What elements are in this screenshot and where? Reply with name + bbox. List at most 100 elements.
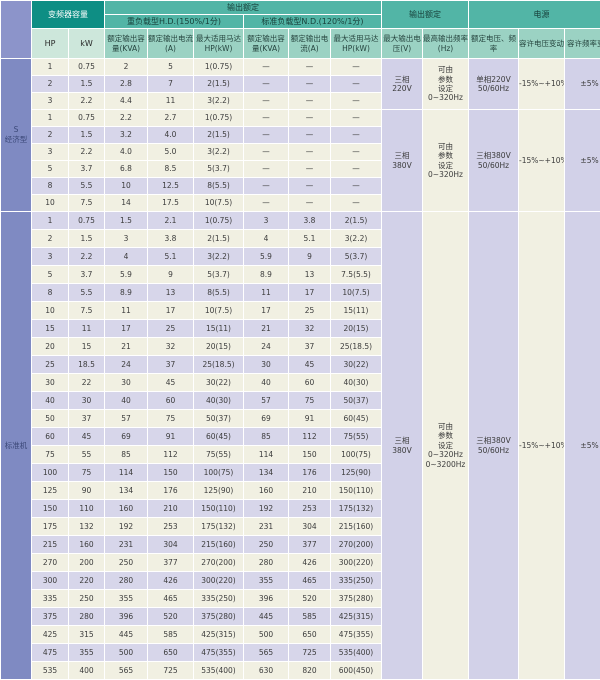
spec-value-cell: 176 <box>148 482 193 499</box>
spec-value-cell: 650 <box>148 644 193 661</box>
spec-value-cell: 3(2.2) <box>331 230 381 247</box>
spec-value-cell: 55 <box>69 446 104 463</box>
spec-value-cell: 15 <box>69 338 104 355</box>
spec-value-cell: 465 <box>289 572 330 589</box>
spec-value-cell: 50(37) <box>331 392 381 409</box>
table-row: 25 18.5 24 37 25(18.5) 30 45 30(22) <box>1 356 600 373</box>
spec-value-cell: 1(0.75) <box>194 59 243 75</box>
spec-value-cell: 100(75) <box>194 464 243 481</box>
spec-value-cell: 355 <box>244 572 288 589</box>
spec-value-cell: — <box>244 59 288 75</box>
spec-value-cell: 565 <box>244 644 288 661</box>
spec-value-cell: 426 <box>289 554 330 571</box>
table-row: 75 55 85 112 75(55) 114 150 100(75) <box>1 446 600 463</box>
spec-value-cell: 6.8 <box>105 161 147 177</box>
spec-value-cell: 3 <box>32 93 68 109</box>
spec-value-cell: 17 <box>148 302 193 319</box>
spec-value-cell: 125(90) <box>331 464 381 481</box>
spec-value-cell: 21 <box>105 338 147 355</box>
spec-value-cell: 4 <box>244 230 288 247</box>
spec-value-cell: 535(400) <box>194 662 243 679</box>
spec-value-cell: 650 <box>289 626 330 643</box>
table-header: 变频器容量 输出额定 输出额定 电源 重负载型H.D.(150%/1分) 标准负… <box>1 1 600 58</box>
table-row: 3 2.2 4 5.1 3(2.2) 5.9 9 5(3.7) <box>1 248 600 265</box>
spec-value-cell: 175(132) <box>331 500 381 517</box>
spec-value-cell: 150 <box>148 464 193 481</box>
spec-value-cell: 75 <box>32 446 68 463</box>
spec-value-cell: 2(1.5) <box>194 230 243 247</box>
spec-value-cell: — <box>244 93 288 109</box>
spec-value-cell: 37 <box>289 338 330 355</box>
spec-value-cell: — <box>331 161 381 177</box>
spec-value-cell: 10(7.5) <box>194 302 243 319</box>
spec-value-cell: 75(55) <box>194 446 243 463</box>
spec-value-cell: 500 <box>105 644 147 661</box>
table-row: 20 15 21 32 20(15) 24 37 25(18.5) <box>1 338 600 355</box>
table-row: 5 3.7 6.8 8.5 5(3.7) — — — <box>1 161 600 177</box>
spec-value-cell: — <box>289 195 330 211</box>
spec-value-cell: 30(22) <box>331 356 381 373</box>
spec-value-cell: 17 <box>289 284 330 301</box>
spec-value-cell: — <box>244 161 288 177</box>
table-row: 8 5.5 10 12.5 8(5.5) — — — <box>1 178 600 194</box>
spec-value-cell: 3.8 <box>148 230 193 247</box>
spec-value-cell: 396 <box>105 608 147 625</box>
spec-value-cell: 2.2 <box>69 248 104 265</box>
spec-value-cell: 114 <box>244 446 288 463</box>
header-heavy-duty: 重负载型H.D.(150%/1分) <box>105 15 243 28</box>
spec-value-cell: 175(132) <box>194 518 243 535</box>
spec-value-cell: — <box>289 161 330 177</box>
spec-value-cell: 150 <box>289 446 330 463</box>
header-kw: kW <box>69 29 104 58</box>
spec-value-cell: 300(220) <box>331 554 381 571</box>
table-row: 270 200 250 377 270(200) 280 426 300(220) <box>1 554 600 571</box>
spec-value-cell: 500 <box>244 626 288 643</box>
max-output-frequency-cell: 可由 参数 设定 0~320Hz <box>423 110 468 211</box>
spec-value-cell: 630 <box>244 662 288 679</box>
spec-value-cell: 2(1.5) <box>194 127 243 143</box>
table-row: 2 1.5 3.2 4.0 2(1.5) — — — <box>1 127 600 143</box>
spec-value-cell: 2.7 <box>148 110 193 126</box>
spec-value-cell: 8(5.5) <box>194 178 243 194</box>
spec-value-cell: 30 <box>69 392 104 409</box>
spec-value-cell: 5.1 <box>148 248 193 265</box>
spec-value-cell: 0.75 <box>69 212 104 229</box>
spec-value-cell: 69 <box>244 410 288 427</box>
max-output-voltage-cell: 三相 380V <box>382 110 422 211</box>
spec-value-cell: 520 <box>148 608 193 625</box>
spec-value-cell: 160 <box>105 500 147 517</box>
spec-value-cell: 0.75 <box>69 59 104 75</box>
frequency-tolerance-cell: ±5% <box>565 110 600 211</box>
spec-value-cell: 2(1.5) <box>194 76 243 92</box>
spec-value-cell: 210 <box>148 500 193 517</box>
spec-value-cell: 3.7 <box>69 266 104 283</box>
spec-value-cell: 250 <box>244 536 288 553</box>
spec-value-cell: 1(0.75) <box>194 110 243 126</box>
spec-value-cell: — <box>331 59 381 75</box>
spec-value-cell: 7.5 <box>69 195 104 211</box>
spec-value-cell: 125 <box>32 482 68 499</box>
spec-value-cell: — <box>289 110 330 126</box>
spec-value-cell: 5.5 <box>69 178 104 194</box>
spec-value-cell: 220 <box>69 572 104 589</box>
spec-value-cell: 355 <box>105 590 147 607</box>
spec-value-cell: 3 <box>105 230 147 247</box>
spec-value-cell: 50 <box>32 410 68 427</box>
spec-value-cell: 17 <box>244 302 288 319</box>
max-output-frequency-cell: 可由 参数 设定 0~320Hz 0~3200Hz <box>423 212 468 679</box>
spec-value-cell: 10(7.5) <box>194 195 243 211</box>
spec-value-cell: 5 <box>32 266 68 283</box>
spec-value-cell: 25 <box>148 320 193 337</box>
spec-value-cell: 300 <box>32 572 68 589</box>
spec-value-cell: 17 <box>105 320 147 337</box>
spec-value-cell: 25(18.5) <box>331 338 381 355</box>
spec-value-cell: 253 <box>289 500 330 517</box>
spec-value-cell: 150 <box>32 500 68 517</box>
spec-value-cell: — <box>244 195 288 211</box>
spec-value-cell: 14 <box>105 195 147 211</box>
spec-value-cell: — <box>331 110 381 126</box>
spec-value-cell: — <box>289 93 330 109</box>
spec-value-cell: 425 <box>32 626 68 643</box>
spec-value-cell: 15 <box>32 320 68 337</box>
spec-value-cell: 445 <box>244 608 288 625</box>
